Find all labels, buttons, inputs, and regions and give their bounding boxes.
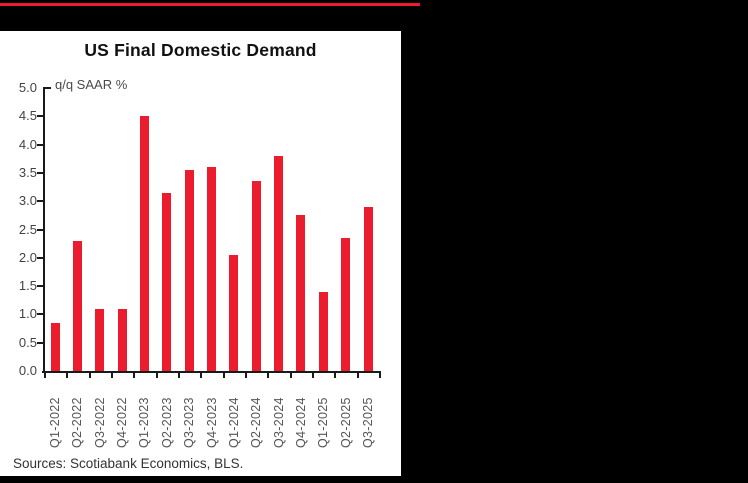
- bar: [72, 240, 82, 371]
- x-axis-tick: [289, 373, 292, 378]
- red-accent-line: [0, 3, 420, 6]
- bar: [296, 215, 306, 371]
- y-axis-tick-label: 2.5: [18, 221, 37, 237]
- x-axis-tick: [245, 373, 248, 378]
- x-axis-category-label: Q2-2023: [159, 397, 174, 448]
- x-axis-category-label: Q3-2023: [182, 397, 197, 448]
- x-axis-tick: [133, 373, 136, 378]
- y-axis-tick-label: 0.5: [18, 334, 37, 350]
- y-axis-tick-label: 1.5: [18, 278, 37, 294]
- y-axis-tick: [37, 143, 43, 146]
- y-axis-tick-label: 5.0: [18, 80, 37, 95]
- x-axis-line: [42, 371, 381, 373]
- x-axis-tick: [267, 373, 270, 378]
- bar: [341, 237, 351, 371]
- x-axis-category-label: Q1-2024: [226, 397, 241, 448]
- bar: [50, 322, 60, 371]
- x-axis-tick: [379, 373, 382, 378]
- y-axis-tick-label: 3.5: [18, 164, 37, 180]
- y-axis-tick-label: 0.0: [18, 363, 37, 378]
- y-axis-line: [43, 87, 45, 373]
- x-axis-tick: [110, 373, 113, 378]
- x-axis-tick: [356, 373, 359, 378]
- chart-title: US Final Domestic Demand: [84, 40, 317, 60]
- x-axis-tick: [177, 373, 180, 378]
- x-axis-tick: [312, 373, 315, 378]
- bar: [229, 254, 239, 371]
- x-axis-category-label: Q3-2025: [361, 397, 376, 448]
- x-axis-category-label: Q4-2023: [204, 397, 219, 448]
- y-axis-tick-label: 1.0: [18, 306, 37, 322]
- x-axis-category-label: Q4-2024: [293, 397, 308, 448]
- x-axis-category-label: Q2-2025: [338, 397, 353, 448]
- y-axis-tick-label: 4.5: [18, 108, 37, 124]
- x-axis-category-label: Q1-2025: [316, 397, 331, 448]
- chart-panel: US Final Domestic Demand q/q SAAR % 0.0 0…: [0, 31, 401, 476]
- bar: [251, 181, 261, 371]
- bar: [318, 291, 328, 371]
- y-axis-cap: [43, 87, 51, 89]
- bar: [184, 170, 194, 371]
- bar: [207, 167, 217, 371]
- y-axis-tick: [37, 228, 43, 231]
- y-axis-tick: [37, 341, 43, 344]
- y-axis-tick: [37, 313, 43, 316]
- sources-note: Sources: Scotiabank Economics, BLS.: [13, 456, 244, 471]
- x-axis-category-label: Q3-2022: [92, 397, 107, 448]
- y-axis-tick: [37, 285, 43, 288]
- y-axis-tick: [37, 256, 43, 259]
- y-axis-tick-label: 2.0: [18, 249, 37, 265]
- x-axis-category-label: Q1-2022: [48, 397, 62, 448]
- y-axis-tick-label: 4.0: [18, 136, 37, 152]
- x-axis-tick: [88, 373, 91, 378]
- bar: [274, 155, 284, 371]
- x-axis-tick: [334, 373, 337, 378]
- x-axis-tick: [155, 373, 158, 378]
- bar: [117, 308, 127, 371]
- y-axis-tick: [37, 115, 43, 118]
- x-axis-category-label: Q2-2022: [70, 397, 85, 448]
- y-axis-tick: [37, 171, 43, 174]
- x-axis-category-label: Q3-2024: [271, 397, 286, 448]
- bar: [95, 308, 105, 371]
- x-axis-tick: [43, 373, 46, 378]
- bar: [162, 192, 172, 371]
- x-axis-category-label: Q2-2024: [249, 397, 264, 448]
- x-axis-tick: [66, 373, 69, 378]
- x-axis-category-label: Q4-2022: [115, 397, 130, 448]
- x-axis-category-label: Q1-2023: [137, 397, 152, 448]
- x-axis-tick: [200, 373, 203, 378]
- y-axis-tick-label: 3.0: [18, 193, 37, 209]
- bar: [363, 206, 373, 371]
- plot-layer: 0.0 0.5 1.0 1.5 2.0 2.5 3.0 3.5 4.0 4.5 5.0 Q1-2022…: [0, 31, 401, 476]
- axis-unit-label: q/q SAAR %: [55, 77, 128, 92]
- y-axis-tick: [37, 200, 43, 203]
- bar: [139, 116, 149, 371]
- x-axis-tick: [222, 373, 225, 378]
